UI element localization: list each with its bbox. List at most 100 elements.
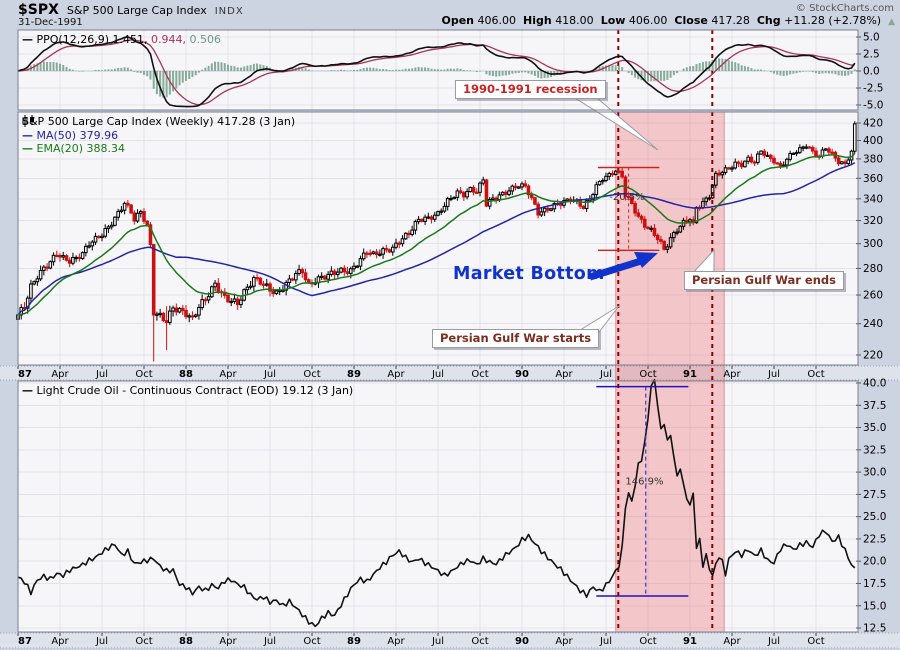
candle-body bbox=[61, 255, 66, 258]
candle-body bbox=[630, 196, 634, 204]
candle-body bbox=[294, 273, 298, 281]
x-axis-label: 87 bbox=[18, 636, 32, 647]
candle-body bbox=[390, 246, 395, 253]
x-axis-label: Jul bbox=[263, 369, 276, 380]
candle-body bbox=[684, 219, 689, 223]
ma50-legend: — MA(50) 379.96 bbox=[22, 129, 118, 142]
candle-body bbox=[287, 278, 292, 283]
candle-body bbox=[361, 252, 366, 260]
y-axis-label: 260 bbox=[863, 290, 883, 302]
gulf-war-starts-annotation: Persian Gulf War starts bbox=[432, 329, 600, 348]
candle-body bbox=[458, 190, 463, 194]
candle-body bbox=[600, 179, 605, 183]
candle-body bbox=[788, 153, 792, 160]
candle-body bbox=[487, 199, 492, 207]
x-axis-label: Apr bbox=[219, 636, 237, 647]
candle-body bbox=[471, 186, 476, 193]
x-axis-label: 88 bbox=[179, 369, 193, 380]
candle-body bbox=[678, 225, 683, 233]
candle-body bbox=[804, 146, 809, 149]
candle-body bbox=[662, 240, 666, 250]
ticker-symbol: $SPX bbox=[18, 2, 59, 18]
ohlc-row: Open 406.00 High 418.00 Low 406.00 Close… bbox=[441, 14, 895, 27]
candle-body bbox=[274, 290, 279, 295]
candle-body bbox=[300, 269, 305, 274]
candle-body bbox=[746, 156, 750, 162]
candle-body bbox=[203, 299, 208, 302]
spx-legend: S&P 500 Large Cap Index (Weekly) 417.28 … bbox=[22, 115, 295, 128]
candle-body bbox=[400, 238, 405, 245]
candle-body bbox=[730, 167, 734, 170]
x-axis-strip bbox=[0, 366, 900, 380]
candle-body bbox=[67, 259, 72, 264]
candle-body bbox=[823, 148, 828, 151]
high-label: High bbox=[523, 14, 552, 27]
candle-body bbox=[665, 246, 670, 250]
x-axis-label: Apr bbox=[219, 369, 237, 380]
candle-body bbox=[410, 229, 414, 235]
y-axis-label: 32.5 bbox=[863, 444, 886, 456]
candle-body bbox=[200, 299, 204, 309]
candle-body bbox=[197, 307, 201, 316]
y-axis-label: 35.0 bbox=[863, 422, 886, 434]
candle-body bbox=[345, 271, 350, 274]
candle-body bbox=[326, 273, 330, 280]
ma50-line bbox=[17, 161, 856, 316]
candle-body bbox=[190, 315, 195, 318]
x-axis-label: 90 bbox=[515, 369, 529, 380]
x-axis-label: Jul bbox=[599, 636, 612, 647]
candle-body bbox=[491, 197, 495, 201]
market-bottom-arrow-head bbox=[634, 252, 658, 268]
candle-body bbox=[32, 281, 36, 285]
candle-body bbox=[193, 314, 198, 317]
y-axis-label: 5.0 bbox=[863, 32, 880, 44]
candle-body bbox=[649, 227, 654, 230]
market-bottom-annotation: Market Bottom bbox=[453, 264, 605, 284]
x-axis-label: Oct bbox=[639, 369, 656, 380]
candle-body bbox=[749, 156, 754, 163]
candle-body bbox=[462, 192, 466, 198]
candle-body bbox=[48, 261, 53, 269]
ppo-value: 1.451, bbox=[112, 33, 148, 46]
candle-body bbox=[633, 202, 637, 214]
candle-body bbox=[526, 185, 531, 196]
candle-body bbox=[827, 148, 831, 153]
candle-body bbox=[594, 184, 599, 196]
recession-annotation: 1990-1991 recession bbox=[455, 80, 606, 99]
candle-body bbox=[319, 275, 324, 278]
x-axis-label: 89 bbox=[347, 369, 361, 380]
ppo-line bbox=[17, 36, 856, 108]
candle-body bbox=[507, 190, 511, 195]
spx-panel-border bbox=[17, 111, 859, 366]
candle-body bbox=[436, 211, 440, 216]
candle-body bbox=[726, 167, 731, 170]
low-label: Low bbox=[600, 14, 626, 27]
candle-body bbox=[432, 214, 437, 220]
y-axis-label: 280 bbox=[863, 263, 883, 275]
candle-body bbox=[830, 151, 834, 154]
candle-body bbox=[500, 191, 505, 196]
candle-body bbox=[45, 266, 49, 269]
x-axis-label: Jul bbox=[431, 636, 444, 647]
candle-body bbox=[365, 252, 369, 255]
candle-body bbox=[113, 216, 117, 226]
y-axis-label: 15.0 bbox=[863, 600, 886, 612]
y-axis-label: 37.5 bbox=[863, 400, 886, 412]
copyright: © StockCharts.com bbox=[795, 3, 894, 14]
candle-body bbox=[58, 254, 62, 258]
candle-body bbox=[584, 200, 589, 210]
candle-body bbox=[126, 202, 130, 206]
candle-body bbox=[164, 320, 169, 324]
x-axis-label: Oct bbox=[135, 636, 152, 647]
security-name: S&P 500 Large Cap Index bbox=[66, 4, 207, 17]
candle-body bbox=[558, 203, 563, 206]
candle-body bbox=[80, 252, 85, 260]
candle-body bbox=[407, 232, 411, 236]
ppo-line-swatch: — bbox=[22, 33, 33, 46]
candle-body bbox=[604, 175, 608, 181]
spx-legend-title: S&P 500 Large Cap Index (Weekly) 417.28 … bbox=[22, 115, 296, 128]
x-axis-label: Oct bbox=[303, 369, 320, 380]
candlestick-icon bbox=[22, 115, 34, 127]
x-axis-label: Jul bbox=[431, 369, 444, 380]
candle-body bbox=[122, 202, 127, 211]
